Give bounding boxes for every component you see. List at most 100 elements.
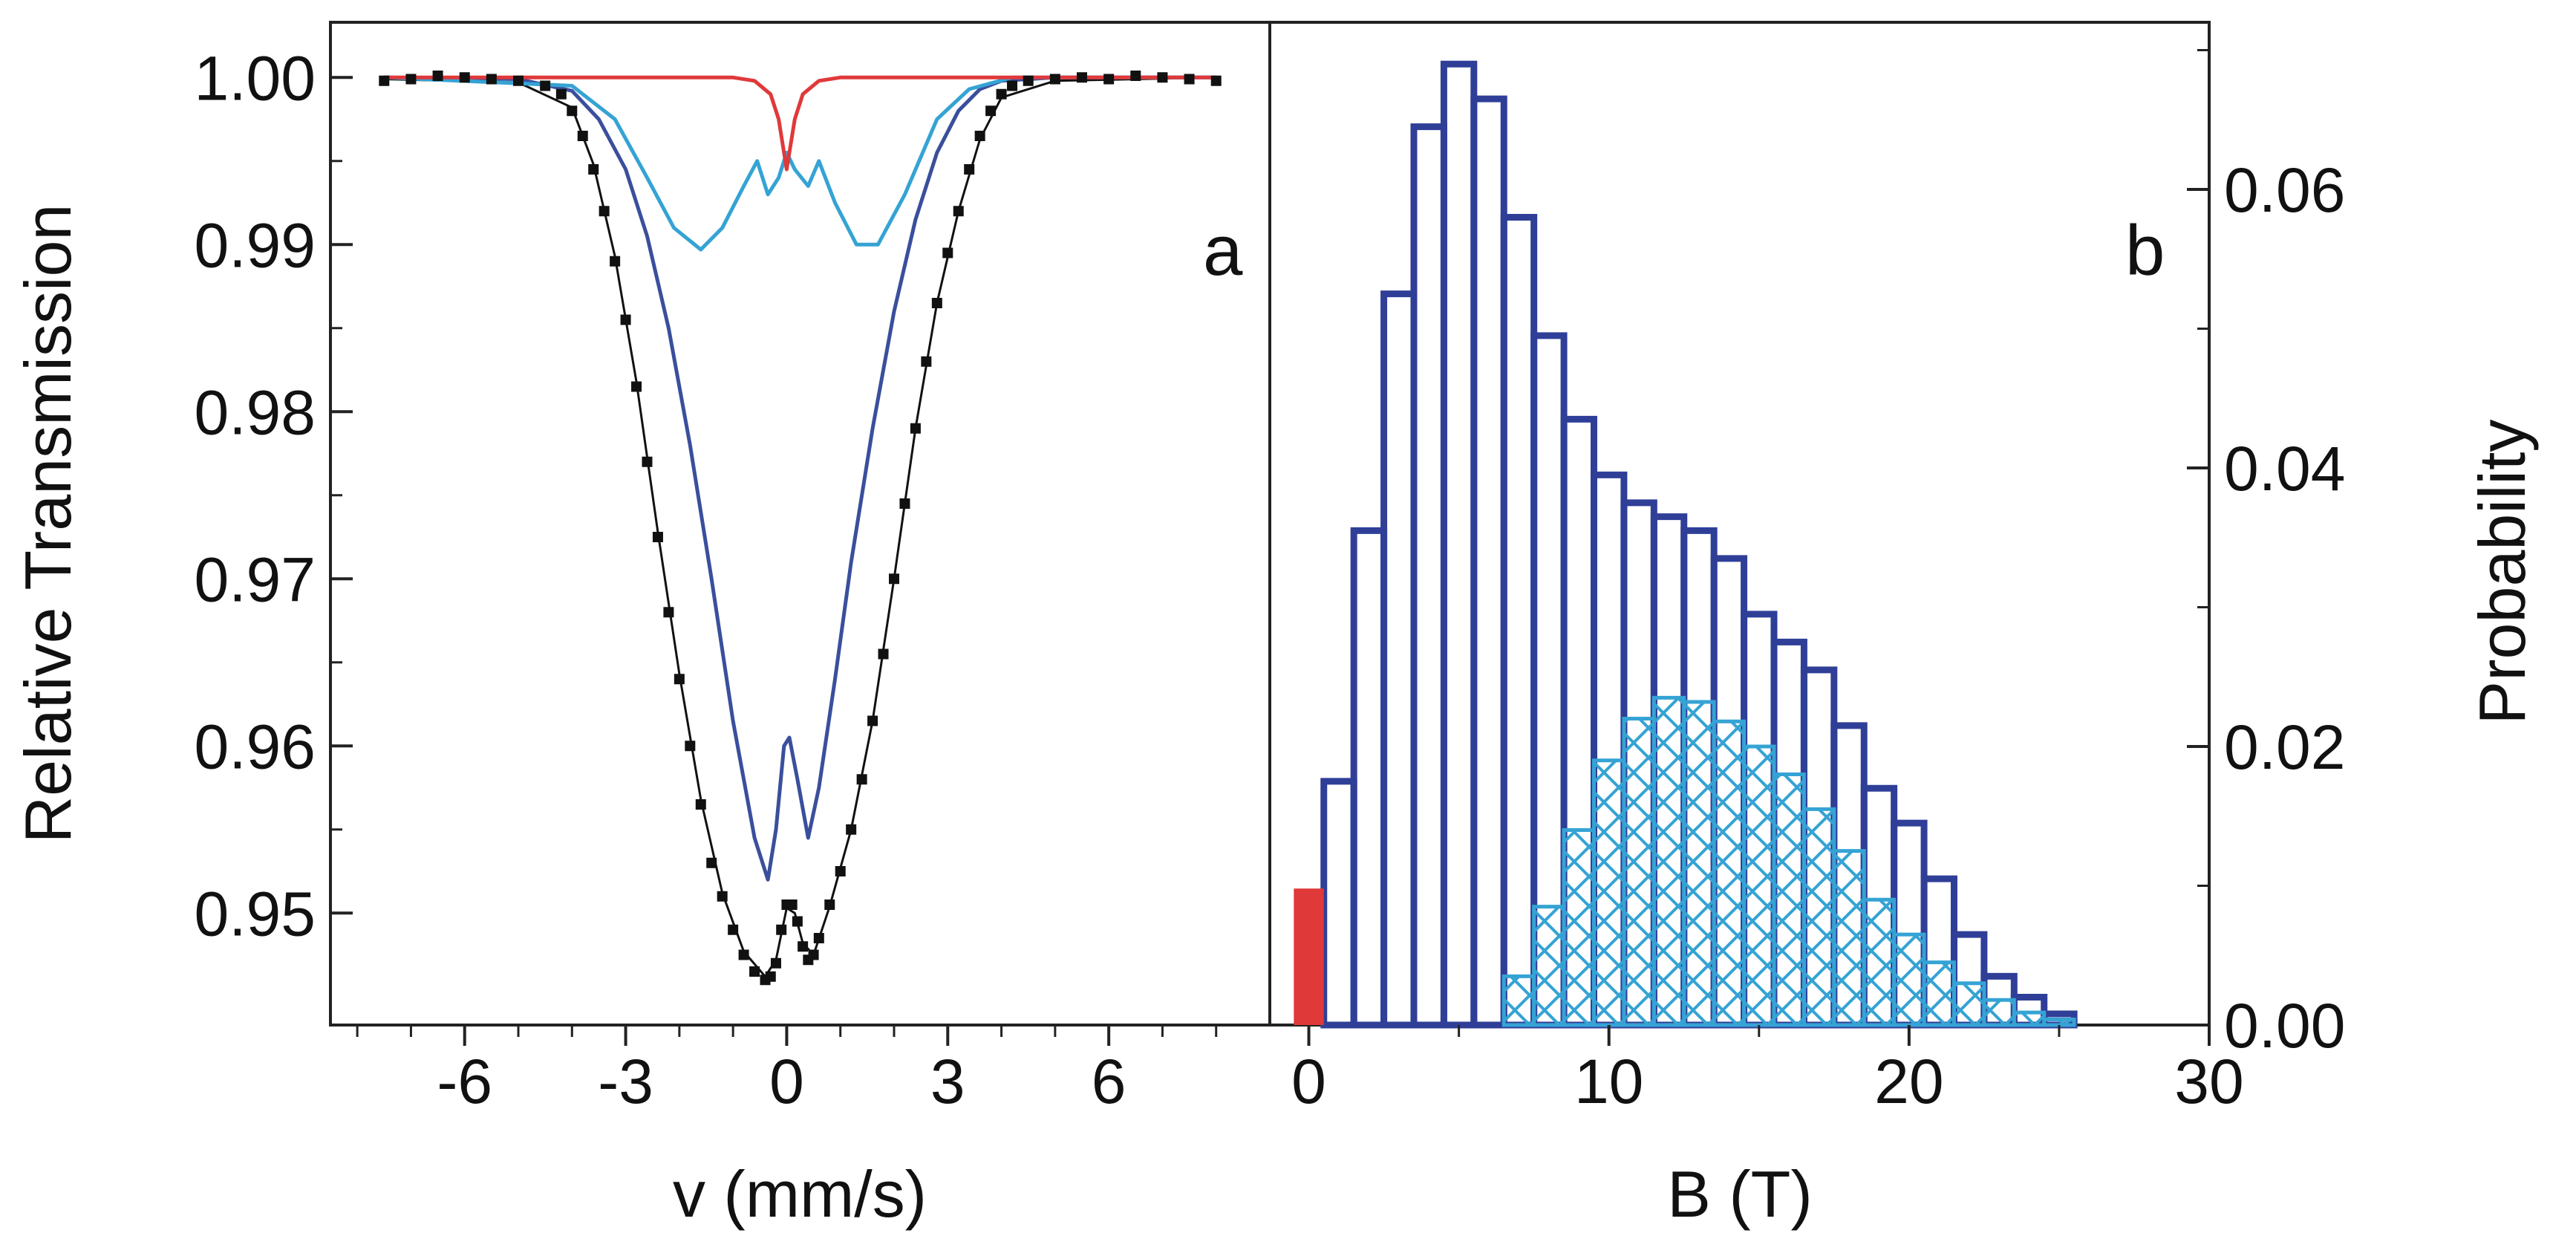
panel-a-data-point — [379, 75, 390, 86]
panel-b-x-tick-label: 0 — [1291, 1047, 1326, 1116]
panel-b-hatched-bar — [2012, 1010, 2047, 1027]
panel-a-data-point — [631, 381, 642, 392]
panel-b-hatched-bar — [1982, 998, 2016, 1027]
panel-a-subspectrum-line — [384, 75, 1216, 252]
panel-b-hatched-bar — [1922, 960, 1956, 1027]
panel-a-data-point — [432, 71, 443, 81]
panel-b-x-tick-label: 20 — [1874, 1047, 1943, 1116]
panel-b-y-tick-label: 0.04 — [2224, 434, 2346, 504]
panel-a-data-point — [685, 741, 696, 752]
panel-a-x-tick-label: -6 — [437, 1047, 492, 1116]
panel-a-data-point — [1157, 72, 1168, 83]
panel-b-hatched-bar — [1591, 758, 1626, 1027]
panel-a-data-point — [555, 88, 567, 100]
panel-a-data-point — [1184, 74, 1195, 85]
panel-a-data-point — [931, 298, 942, 308]
panel-b-hatched-bar — [1742, 744, 1776, 1027]
panel-b-broad-bar — [1320, 778, 1357, 1029]
panel-a-data-point — [540, 80, 551, 91]
panel-b-hatched-bar — [1801, 807, 1836, 1027]
panel-b-bars — [1294, 60, 2078, 1029]
panel-a-data-point — [486, 74, 497, 85]
panel-a-data-point — [738, 949, 749, 960]
panel-a-data-point — [1077, 72, 1087, 83]
panel-a-x-ticks: -6 -3 0 3 6 — [356, 1025, 1218, 1116]
panel-b-y-tick-label: 0.06 — [2224, 155, 2346, 225]
panel-a-data-point — [1023, 75, 1034, 86]
panel-a-data-point — [770, 957, 781, 969]
panel-a-data-point — [1103, 74, 1115, 85]
panel-a-data-point — [776, 924, 787, 935]
panel-a-y-axis-title: Relative Transmission — [11, 204, 85, 844]
panel-b-hatched-bar — [1712, 719, 1747, 1027]
panel-a-data-point — [513, 75, 524, 86]
panel-a-data-point — [610, 256, 621, 267]
panel-b-hatched-bar — [1772, 772, 1806, 1027]
panel-a-y-ticks: 0.95 0.96 0.97 0.98 0.99 1.00 — [195, 43, 353, 949]
panel-b-hatched-bar — [1832, 849, 1866, 1027]
panel-a-y-tick-label: 0.97 — [195, 544, 316, 614]
panel-b-broad-bar — [1410, 123, 1447, 1029]
panel-a-data-point — [706, 857, 717, 868]
panel-a-data-point — [620, 314, 631, 325]
panel-b-hatched-bar — [1622, 717, 1656, 1027]
panel-b-hatched-bar — [1651, 695, 1686, 1027]
panel-a-data-point — [798, 941, 809, 952]
panel-a-data-point — [642, 456, 653, 467]
panel-a-x-tick-label: 0 — [769, 1047, 804, 1116]
panel-a-y-tick-label: 0.95 — [195, 879, 316, 949]
panel-a-y-tick-label: 0.96 — [195, 712, 316, 781]
panel-b-broad-bar — [1440, 60, 1478, 1029]
panel-a-total-fit-line — [384, 76, 1216, 978]
panel-b-x-tick-label: 10 — [1574, 1047, 1643, 1116]
panel-a-data-point — [765, 971, 776, 982]
panel-a-data-point — [867, 715, 878, 726]
panel-a-data-point — [889, 573, 899, 585]
panel-a-data-point — [824, 899, 835, 910]
panel-b-broad-bar — [1500, 214, 1538, 1029]
panel-a-data-point — [953, 206, 964, 217]
panel-a-x-tick-label: 3 — [930, 1047, 965, 1116]
panel-a-data-point — [1210, 75, 1222, 86]
panel-a-data-point — [717, 891, 728, 902]
panel-a-broad-component-line — [384, 75, 1216, 882]
panel-a-data-point — [964, 164, 975, 175]
panel-a-y-tick-label: 0.98 — [195, 377, 316, 447]
panel-a-x-tick-label: 6 — [1092, 1047, 1126, 1116]
panel-b: 0.00 0.02 0.04 0.06 0 10 20 30 b B (T) Probabi… — [1268, 21, 2539, 1231]
panel-b-hatched-bar — [1562, 828, 1596, 1027]
panel-a-data-point — [910, 423, 921, 434]
panel-b-hatched-bar — [1501, 974, 1536, 1027]
panel-a-y-tick-label: 0.99 — [195, 210, 316, 280]
panel-b-hatched-bar — [1951, 981, 1986, 1027]
panel-a-data-point — [974, 131, 985, 141]
panel-a-data-point — [808, 949, 819, 960]
panel-a-data-point — [459, 72, 470, 83]
panel-a-data-point — [856, 774, 867, 785]
panel-b-broad-bar — [1470, 95, 1507, 1029]
panel-a-data-point — [899, 498, 910, 509]
panel-a-data-point — [652, 532, 663, 542]
panel-b-singlet-bar — [1294, 888, 1324, 1025]
panel-a-data-point — [846, 824, 857, 835]
panel-b-hatched-bar — [2042, 1018, 2076, 1027]
panel-a-data-point — [985, 105, 997, 117]
panel-b-hatched-bar — [1862, 897, 1897, 1027]
panel-a-data-point — [567, 105, 578, 117]
panel-a-data-point — [695, 799, 706, 810]
panel-a-data-point — [942, 247, 953, 258]
panel-b-x-axis-title: B (T) — [1667, 1157, 1813, 1231]
panel-a-letter: a — [1203, 211, 1243, 290]
panel-a-data-point — [599, 206, 610, 217]
panel-a-data-point — [749, 966, 760, 977]
panel-a-data-point — [792, 916, 803, 927]
panel-a-x-tick-label: -3 — [598, 1047, 653, 1116]
panel-a-data-point — [996, 88, 1007, 100]
panel-a-data-point — [1007, 80, 1018, 91]
panel-b-x-ticks: 0 10 20 30 — [1291, 1025, 2244, 1116]
panel-b-broad-bar — [1350, 527, 1388, 1029]
panel-a-data-point — [835, 866, 846, 876]
panel-b-y-axis-title: Probability — [2465, 420, 2539, 725]
panel-a-data-point — [674, 674, 685, 685]
